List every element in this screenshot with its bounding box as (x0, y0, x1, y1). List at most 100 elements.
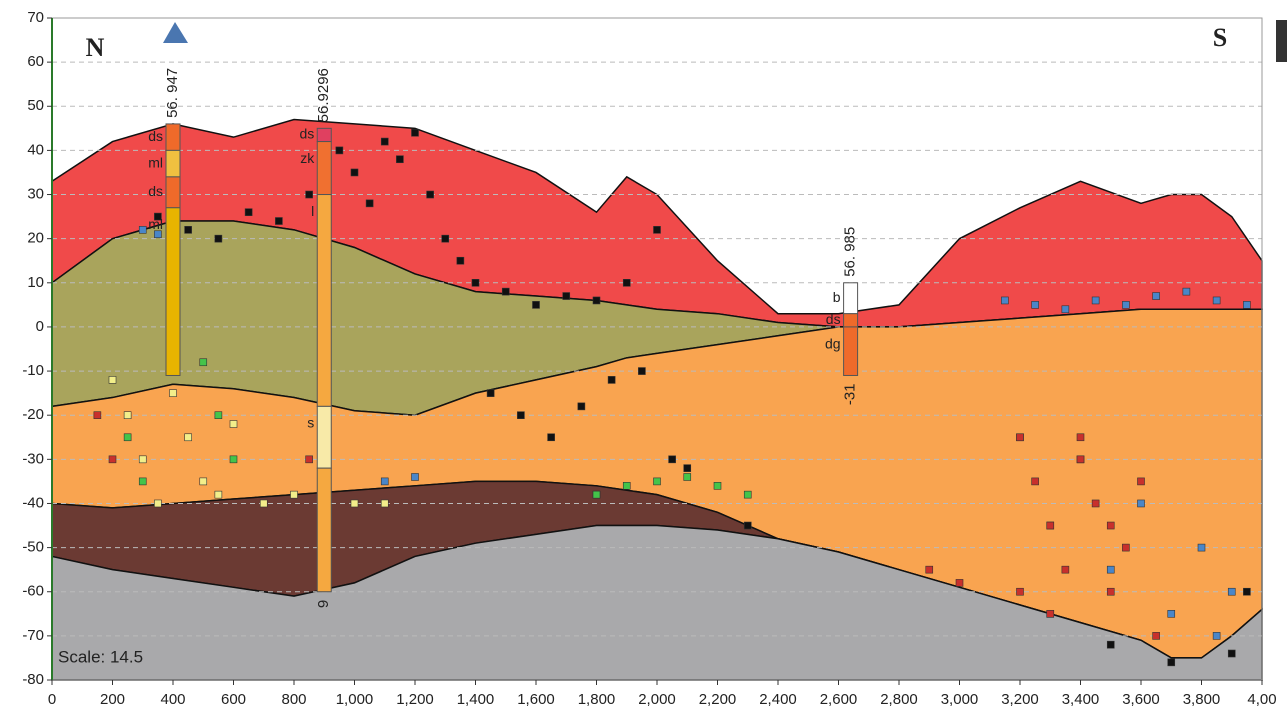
sample-point (457, 257, 464, 264)
sample-point (124, 434, 131, 441)
sample-point (593, 491, 600, 498)
sample-point (744, 491, 751, 498)
y-tick-label: -60 (22, 583, 44, 600)
sample-point (185, 226, 192, 233)
sample-point (472, 279, 479, 286)
x-tick-label: 1,600 (517, 691, 555, 708)
x-tick-label: 2,400 (759, 691, 797, 708)
sample-point (215, 491, 222, 498)
sample-point (139, 226, 146, 233)
borehole-interval (317, 128, 331, 141)
x-tick-label: 2,000 (638, 691, 676, 708)
sample-point (608, 376, 615, 383)
sample-point (1077, 456, 1084, 463)
borehole-interval (317, 468, 331, 592)
borehole-interval (166, 208, 180, 376)
interval-code: ds (826, 311, 841, 327)
sample-point (1032, 478, 1039, 485)
sample-point (563, 293, 570, 300)
sample-point (1228, 650, 1235, 657)
sample-point (94, 412, 101, 419)
borehole-interval (166, 124, 180, 150)
y-tick-label: -40 (22, 494, 44, 511)
sample-point (623, 279, 630, 286)
sample-point (200, 478, 207, 485)
y-tick-label: -10 (22, 362, 44, 379)
x-tick-label: 3,600 (1122, 691, 1160, 708)
sample-point (744, 522, 751, 529)
sample-point (956, 579, 963, 586)
sample-point (533, 301, 540, 308)
sample-point (1092, 500, 1099, 507)
sample-point (109, 376, 116, 383)
sample-point (412, 129, 419, 136)
sample-point (669, 456, 676, 463)
scale-label: Scale: 14.5 (58, 647, 143, 666)
sample-point (351, 500, 358, 507)
sample-point (487, 390, 494, 397)
sample-point (245, 209, 252, 216)
x-tick-label: 1,200 (396, 691, 434, 708)
sample-point (1107, 588, 1114, 595)
interval-code: b (833, 289, 841, 305)
sample-point (684, 465, 691, 472)
sample-point (714, 482, 721, 489)
sample-point (1032, 301, 1039, 308)
chart: dsmldsml56. 947dszkls56.92969bdsdg56. 98… (0, 0, 1287, 717)
sample-point (427, 191, 434, 198)
x-tick-label: 3,400 (1062, 691, 1100, 708)
sample-point (381, 478, 388, 485)
sample-point (275, 218, 282, 225)
sample-point (200, 359, 207, 366)
sample-point (1213, 297, 1220, 304)
sample-point (336, 147, 343, 154)
sample-point (442, 235, 449, 242)
sample-point (412, 473, 419, 480)
sample-point (1228, 588, 1235, 595)
x-tick-label: 0 (48, 691, 56, 708)
sample-point (291, 491, 298, 498)
sample-point (396, 156, 403, 163)
window-edge (1276, 20, 1287, 62)
borehole-interval (317, 195, 331, 407)
sample-point (1122, 544, 1129, 551)
borehole-interval (166, 177, 180, 208)
sample-point (381, 500, 388, 507)
interval-code: ds (148, 183, 163, 199)
borehole-interval (166, 150, 180, 176)
sample-point (1062, 566, 1069, 573)
sample-point (1001, 297, 1008, 304)
sample-point (260, 500, 267, 507)
sample-point (548, 434, 555, 441)
sample-point (654, 478, 661, 485)
sample-point (1168, 659, 1175, 666)
borehole-bottom-label: 9 (315, 600, 332, 608)
sample-point (1047, 610, 1054, 617)
sample-point (1047, 522, 1054, 529)
y-tick-label: 20 (27, 230, 44, 247)
borehole-label: 56. 947 (164, 68, 181, 118)
sample-point (1017, 434, 1024, 441)
interval-code: dg (825, 335, 841, 351)
interval-code: ds (148, 128, 163, 144)
borehole-interval (844, 314, 858, 327)
sample-point (1122, 301, 1129, 308)
x-tick-label: 800 (281, 691, 306, 708)
borehole-bottom-label: -31 (842, 383, 859, 405)
x-tick-label: 400 (160, 691, 185, 708)
y-tick-label: -30 (22, 450, 44, 467)
sample-point (1107, 522, 1114, 529)
borehole-interval (844, 327, 858, 376)
interval-code: zk (300, 150, 315, 166)
sample-point (1243, 301, 1250, 308)
sample-point (1138, 500, 1145, 507)
sample-point (1168, 610, 1175, 617)
x-tick-label: 600 (221, 691, 246, 708)
x-tick-label: 4,00 (1247, 691, 1276, 708)
y-tick-label: 30 (27, 186, 44, 203)
sample-point (139, 478, 146, 485)
x-tick-label: 200 (100, 691, 125, 708)
borehole-interval (317, 406, 331, 468)
y-tick-label: 10 (27, 274, 44, 291)
interval-code: ml (148, 154, 163, 170)
